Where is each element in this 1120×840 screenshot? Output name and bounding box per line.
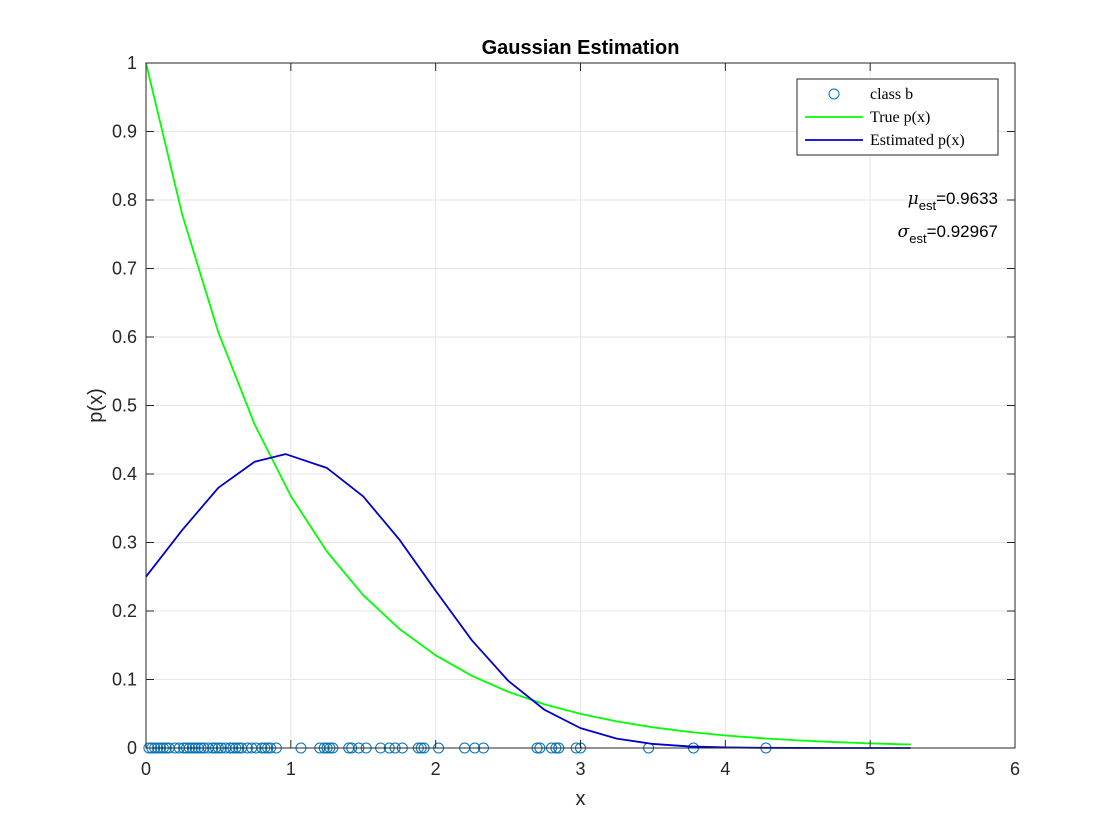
x-tick-label: 1 [286, 759, 296, 779]
y-tick-label: 0.7 [112, 259, 137, 279]
estimate-annotation-1: σest=0.92967 [898, 222, 998, 246]
y-tick-label: 0.3 [112, 533, 137, 553]
y-tick-label: 0.4 [112, 464, 137, 484]
chart-title: Gaussian Estimation [482, 37, 680, 59]
estimate-annotations: μest=0.9633 σest=0.92967 [898, 189, 998, 246]
estimate-annotation-0: μest=0.9633 [908, 189, 998, 213]
y-tick-label: 0.1 [112, 670, 137, 690]
y-tick-label: 0.8 [112, 190, 137, 210]
x-tick-label: 3 [575, 759, 585, 779]
legend-swatch-marker [828, 88, 840, 100]
series-layer [143, 62, 911, 754]
y-tick-label: 0 [127, 738, 137, 758]
series-line-2 [145, 453, 911, 749]
x-tick-label: 4 [720, 759, 730, 779]
y-tick-label: 1 [127, 53, 137, 73]
x-tick-label: 2 [431, 759, 441, 779]
y-tick-label: 0.6 [112, 327, 137, 347]
x-tick-label: 5 [865, 759, 875, 779]
y-tick-label: 0.5 [112, 396, 137, 416]
y-axis-label: p(x) [85, 388, 107, 422]
y-tick-label: 0.9 [112, 122, 137, 142]
x-tick-label: 6 [1010, 759, 1020, 779]
x-tick-label: 0 [141, 759, 151, 779]
y-tick-label: 0.2 [112, 601, 137, 621]
x-axis-label: x [576, 788, 586, 810]
legend-entry-label: Estimated p(x) [870, 132, 965, 149]
ticks: 0 1 2 3 4 5 6 0 0.1 0.2 0.3 0.4 0.5 0.6 0.7 0.8 0.9 1 [112, 53, 1020, 779]
legend-entry-label: True p(x) [870, 109, 930, 126]
series-line-1 [145, 62, 911, 746]
legend-entry-label: class b [870, 86, 913, 103]
legend: class b True p(x) Estimated p(x) [796, 78, 999, 156]
grid [145, 62, 1016, 749]
